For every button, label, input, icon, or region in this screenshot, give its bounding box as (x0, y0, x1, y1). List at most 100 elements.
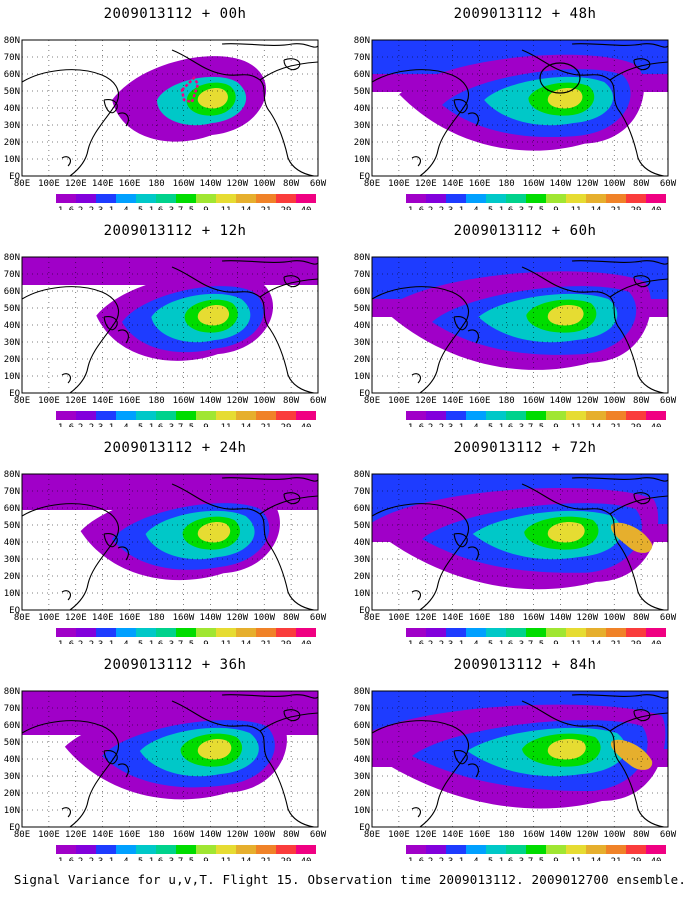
coastline (633, 492, 651, 505)
colorbar-swatch (136, 845, 156, 854)
lat-label: 20N (4, 138, 20, 148)
colorbar-swatch (626, 411, 646, 420)
colorbar-swatch (156, 845, 176, 854)
coastline (571, 477, 668, 482)
colorbar: 1.6 2.2 3.1 4 5.1 6.3 7.5 9 11 14 21 29 40 (56, 845, 316, 861)
coastline (283, 58, 301, 71)
colorbar-swatch (156, 411, 176, 420)
lon-label: 160W (523, 179, 545, 189)
colorbar-swatch (96, 411, 116, 420)
colorbar-label: 14 (591, 640, 602, 644)
colorbar-label: 2.2 (78, 206, 94, 210)
lon-label: 100E (388, 830, 410, 840)
colorbar-swatch (116, 845, 136, 854)
coastline (372, 69, 470, 176)
colorbar-swatch (406, 628, 426, 637)
map-panel-p72: 2009013112 + 72h 80N 70N 60N 50N 40N 30N 20N 10N… (350, 434, 700, 646)
map-panel-p00: 2009013112 + 00h 80N 70N 60N 50N 40N 30N 20N 10N… (0, 0, 350, 212)
colorbar-swatch (546, 845, 566, 854)
colorbar-label: 1.6 (408, 423, 424, 427)
colorbar-swatch (236, 845, 256, 854)
lat-label: 20N (4, 789, 20, 799)
panel-title: 2009013112 + 24h (103, 440, 247, 456)
colorbar-label: 11 (221, 423, 232, 427)
lon-label: 100W (253, 179, 275, 189)
lon-label: 140W (550, 396, 572, 406)
coastline (22, 69, 120, 176)
colorbar-label: 29 (631, 206, 642, 210)
colorbar-label: 11 (571, 640, 582, 644)
lat-label: 40N (354, 104, 370, 114)
colorbar-swatch (526, 411, 546, 420)
coastline (609, 61, 668, 81)
lat-label: 30N (4, 121, 20, 131)
map-panel-p12: 2009013112 + 12h 80N 70N 60N 50N 40N 30N 20N 10N… (0, 217, 350, 429)
lat-label: 30N (4, 772, 20, 782)
lon-label: 180 (498, 830, 514, 840)
lon-label: 120W (226, 396, 248, 406)
lat-label: 80N (4, 253, 20, 263)
coastline (171, 49, 315, 176)
lon-label: 80W (283, 613, 300, 623)
colorbar-label: 11 (221, 857, 232, 861)
lon-label: 100W (603, 179, 625, 189)
colorbar-swatch (76, 845, 96, 854)
colorbar-swatch (606, 845, 626, 854)
colorbar-label: 29 (631, 857, 642, 861)
coastline (259, 712, 318, 732)
colorbar-swatch (426, 845, 446, 854)
coastline (411, 590, 421, 601)
colorbar-swatch (236, 194, 256, 203)
lon-label: 100E (38, 830, 60, 840)
colorbar-swatch (526, 194, 546, 203)
colorbar-swatch (216, 845, 236, 854)
lon-label: 180 (498, 396, 514, 406)
coastline (372, 503, 470, 610)
colorbar-label: 6.3 (508, 423, 524, 427)
colorbar-label: 3.1 (98, 857, 114, 861)
colorbar-swatch (546, 411, 566, 420)
coastline (283, 709, 301, 722)
colorbar-label: 4 (123, 206, 128, 210)
coastline (411, 807, 421, 818)
map-panel-p36: 2009013112 + 36h 80N 70N 60N 50N 40N 30N 20N 10N… (0, 651, 350, 863)
colorbar-label: 14 (591, 423, 602, 427)
colorbar: 1.6 2.2 3.1 4 5.1 6.3 7.5 9 11 14 21 29 40 (406, 845, 666, 861)
panel-title: 2009013112 + 84h (453, 657, 597, 673)
lat-label: EQ (9, 606, 20, 616)
coastline (22, 503, 120, 610)
lon-label: 120E (65, 396, 87, 406)
coastline (103, 316, 118, 331)
lat-label: 60N (354, 504, 370, 514)
colorbar-swatch (466, 845, 486, 854)
colorbar: 1.6 2.2 3.1 4 5.1 6.3 7.5 9 11 14 21 29 40 (56, 628, 316, 644)
colorbar-swatch (276, 411, 296, 420)
lon-label: 160E (469, 396, 491, 406)
lat-label: 70N (354, 53, 370, 63)
colorbar-label: 40 (651, 423, 662, 427)
lon-label: 60W (660, 396, 677, 406)
colorbar-label: 40 (301, 423, 312, 427)
colorbar-swatch (466, 411, 486, 420)
colorbar-label: 4 (123, 857, 128, 861)
lat-label: EQ (9, 389, 20, 399)
lat-label: 50N (4, 87, 20, 97)
colorbar-swatch (56, 194, 76, 203)
lat-label: 80N (354, 253, 370, 263)
map-panel-p24: 2009013112 + 24h 80N 70N 60N 50N 40N 30N 20N 10N… (0, 434, 350, 646)
colorbar-swatch (196, 194, 216, 203)
colorbar-label: 7.5 (178, 857, 194, 861)
colorbar-label: 5.1 (138, 857, 154, 861)
coastline (453, 533, 468, 548)
colorbar-label: 21 (611, 423, 622, 427)
colorbar-label: 2.2 (428, 857, 444, 861)
colorbar-swatch (56, 628, 76, 637)
lon-label: 140E (92, 396, 114, 406)
lon-label: 140E (92, 830, 114, 840)
lat-label: 80N (4, 470, 20, 480)
lon-label: 80W (633, 613, 650, 623)
